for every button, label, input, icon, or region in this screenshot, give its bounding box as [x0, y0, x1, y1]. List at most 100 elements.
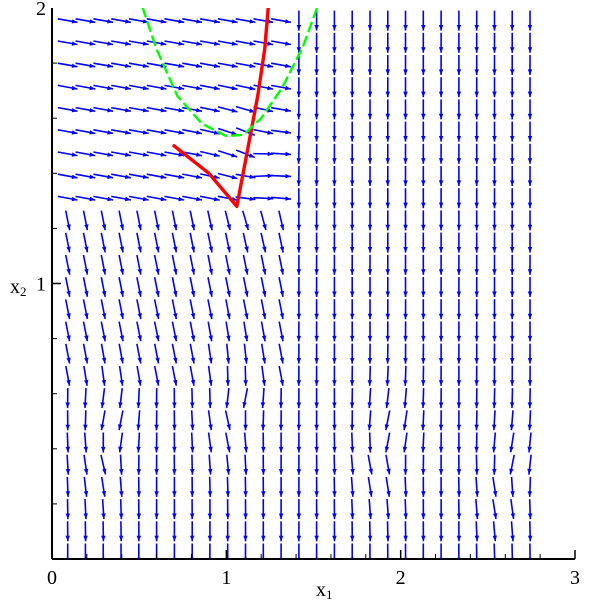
field-arrow-head [242, 402, 247, 408]
field-arrow [314, 143, 319, 164]
field-arrow-head [492, 535, 497, 542]
field-arrow-head [119, 335, 125, 342]
field-arrow-head [510, 491, 515, 497]
field-arrow-head [385, 513, 391, 520]
field-arrow-head [65, 513, 70, 520]
field-arrow [119, 476, 124, 497]
field-arrow [154, 388, 159, 409]
field-arrow [510, 499, 515, 520]
field-arrow [207, 476, 213, 497]
field-arrow [403, 343, 408, 364]
field-arrow [332, 143, 337, 164]
field-arrow-head [492, 47, 497, 53]
field-arrow-head [386, 468, 391, 475]
field-arrow-head [332, 446, 337, 453]
field-arrow-head [474, 335, 479, 342]
field-arrow [271, 106, 292, 113]
field-arrow-head [278, 469, 284, 475]
field-arrow [492, 210, 497, 231]
field-arrow [438, 254, 444, 275]
field-arrow [421, 210, 426, 231]
field-arrow-head [66, 290, 71, 297]
field-arrow-head [296, 335, 302, 342]
field-arrow-head [492, 313, 497, 320]
field-arrow-head [196, 174, 202, 179]
field-arrow-head [403, 513, 408, 520]
field-arrow-head [226, 446, 231, 453]
field-arrow-head [190, 335, 196, 342]
field-arrow-head [314, 513, 319, 520]
field-arrow-head [510, 358, 515, 364]
field-arrow-head [231, 85, 238, 91]
field-arrow [235, 40, 256, 46]
field-arrow [190, 476, 195, 497]
field-arrow [83, 388, 88, 409]
field-arrow [421, 143, 426, 164]
field-arrow [384, 410, 391, 431]
field-arrow-head [137, 357, 142, 364]
field-arrow [65, 454, 71, 475]
field-arrow [82, 321, 89, 342]
field-arrow [403, 254, 408, 275]
field-arrow-head [172, 446, 177, 453]
field-arrow-head [385, 535, 391, 542]
field-arrow [350, 166, 355, 186]
field-arrow [243, 343, 249, 364]
field-arrow-head [213, 63, 220, 68]
field-arrow [278, 499, 284, 520]
field-arrow-head [118, 402, 123, 408]
field-arrow [171, 277, 178, 297]
field-arrow [385, 188, 390, 209]
field-arrow-head [285, 174, 292, 179]
field-arrow [367, 410, 372, 431]
field-arrow [367, 143, 373, 164]
field-arrow-head [314, 180, 319, 186]
field-arrow [100, 232, 107, 253]
field-arrow-head [332, 424, 337, 431]
field-arrow [509, 388, 515, 409]
field-arrow [492, 277, 497, 297]
field-arrow [296, 321, 302, 342]
field-arrow-head [421, 358, 426, 364]
field-arrow [403, 99, 408, 120]
field-arrow [403, 232, 408, 253]
field-arrow-head [226, 335, 231, 342]
field-arrow-head [107, 152, 114, 157]
field-arrow-head [367, 202, 373, 209]
field-arrow-head [474, 491, 480, 497]
field-arrow-head [225, 380, 231, 386]
field-arrow-head [172, 402, 177, 409]
field-arrow-head [226, 290, 231, 297]
field-arrow [350, 55, 355, 75]
field-arrow-head [314, 358, 319, 364]
field-arrow-head [84, 246, 89, 253]
field-arrow [217, 149, 238, 158]
field-arrow [296, 210, 302, 231]
field-arrow-head [403, 69, 408, 75]
field-arrow [314, 410, 319, 431]
field-arrow [217, 106, 238, 113]
field-arrow [384, 432, 391, 453]
field-arrow-head [456, 247, 462, 253]
field-arrow [367, 55, 373, 75]
field-arrow [368, 499, 373, 520]
field-arrow-head [231, 41, 238, 46]
field-arrow [182, 62, 203, 68]
field-arrow [438, 188, 444, 209]
field-arrow [128, 84, 149, 91]
field-arrow-head [262, 290, 267, 297]
field-arrow [224, 210, 231, 231]
field-arrow [438, 121, 444, 142]
field-arrow-head [314, 247, 319, 253]
field-arrow-head [314, 202, 319, 209]
field-arrow-head [249, 63, 256, 68]
field-arrow-head [225, 491, 231, 497]
field-arrow [225, 299, 231, 320]
field-arrow [367, 188, 373, 209]
field-arrow [260, 299, 267, 320]
field-arrow [527, 432, 532, 453]
field-arrow [474, 10, 479, 31]
field-arrow-head [231, 63, 238, 68]
field-arrow [350, 32, 355, 53]
